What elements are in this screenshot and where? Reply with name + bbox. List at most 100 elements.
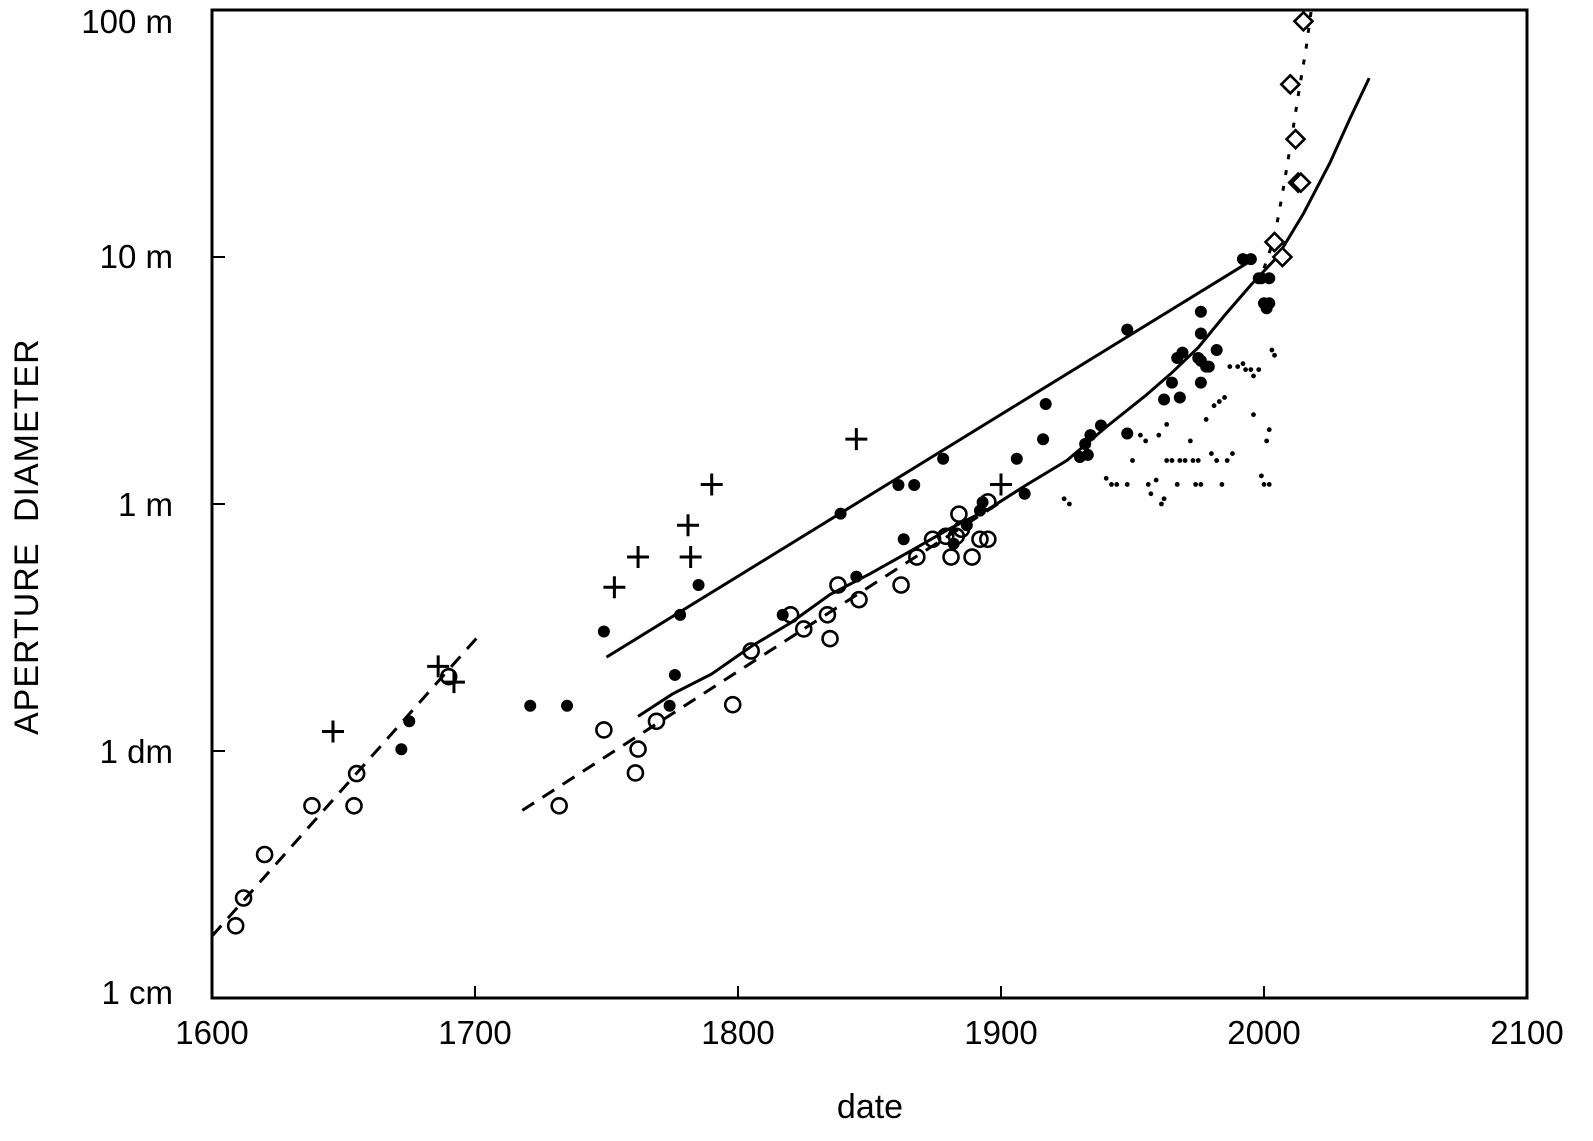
small-dot-marker [1248, 367, 1254, 373]
filled-circle-marker [395, 743, 408, 756]
small-dot-marker [1256, 367, 1262, 373]
small-dot-marker [1198, 482, 1204, 487]
trend-line-dashed [521, 500, 1002, 812]
open-circle-marker [850, 590, 868, 609]
open-circle-marker [255, 845, 274, 864]
filled-circle-marker [1121, 427, 1134, 440]
small-dot-marker [1222, 395, 1227, 400]
filled-circle-marker [1210, 344, 1223, 357]
x-tick-label-1600: 1600 [175, 1014, 249, 1051]
open-circle-marker [345, 796, 363, 815]
filled-circle-marker [1018, 487, 1031, 500]
open-circle-marker [908, 548, 926, 566]
filled-circle-marker [524, 699, 537, 712]
small-dot-marker [1211, 403, 1217, 409]
small-dot-marker [1195, 458, 1201, 463]
open-circle-marker [979, 530, 997, 549]
open-diamond-marker [1292, 10, 1315, 33]
plot-frame [210, 8, 1529, 1000]
open-circle-marker [821, 629, 839, 648]
small-dot-marker [1264, 438, 1270, 444]
small-dot-marker [1164, 422, 1170, 427]
axes-frame [210, 8, 1529, 1000]
filled-circle-marker [908, 478, 921, 491]
small-dot-marker [1182, 458, 1188, 463]
small-dot-marker [1251, 373, 1256, 379]
open-circle-marker [647, 712, 666, 731]
filled-circle-marker [1094, 419, 1107, 432]
open-circle-marker [742, 642, 760, 660]
y-tick-label-100m: 100 m [81, 3, 173, 40]
small-dot-marker [1190, 458, 1196, 463]
y-axis-title: APERTURE DIAMETER [8, 338, 46, 735]
x-tick-label-2100: 2100 [1490, 1014, 1564, 1051]
trend-line-solid [637, 77, 1371, 718]
filled-circle-marker [668, 668, 681, 681]
small-dot-marker [1109, 482, 1114, 487]
small-dot-marker [1219, 482, 1225, 487]
open-circle-marker [818, 605, 837, 624]
small-dot-marker [1187, 438, 1193, 444]
filled-circle-marker [561, 699, 574, 712]
small-dot-marker [1269, 347, 1275, 353]
x-tick-label-2000: 2000 [1227, 1014, 1301, 1051]
x-axis-title: date [836, 1088, 904, 1126]
small-dot-marker [1214, 458, 1220, 463]
filled-circle-marker [1194, 376, 1207, 389]
small-dot-marker [1103, 475, 1109, 481]
y-tick-label-10m: 10 m [99, 238, 173, 275]
filled-circle-marker [1202, 360, 1215, 373]
open-circle-marker [892, 576, 910, 594]
filled-circle-marker [937, 452, 950, 465]
small-dot-marker [1156, 432, 1162, 438]
y-tick-label-1dm: 1 dm [99, 733, 173, 770]
open-circle-marker [550, 796, 568, 815]
small-dot-marker [1061, 496, 1067, 502]
open-diamond-marker [1271, 246, 1294, 268]
open-circle-marker [971, 530, 989, 549]
open-circle-marker [723, 695, 742, 714]
open-diamond-marker [1263, 231, 1286, 253]
small-dot-marker [1148, 491, 1154, 497]
filled-circle-marker [1079, 437, 1092, 450]
open-circle-marker [234, 889, 253, 907]
small-dot-marker [1258, 473, 1264, 479]
small-dot-marker [1164, 458, 1170, 463]
filled-circle-marker [897, 533, 910, 546]
filled-circle-marker [1173, 391, 1186, 404]
small-dot-marker [1153, 477, 1159, 483]
small-dot-marker [1235, 364, 1241, 369]
filled-circle-marker [692, 579, 705, 592]
filled-circle-marker [1194, 327, 1207, 340]
small-dot-marker [1266, 427, 1272, 433]
trend-line-solid [605, 257, 1255, 659]
open-circle-marker [794, 620, 813, 638]
filled-circle-marker [1244, 253, 1257, 266]
plus-marker [603, 576, 626, 599]
trend-line-dashed [210, 633, 482, 938]
open-circle-marker [303, 796, 321, 815]
small-dot-marker [1272, 352, 1277, 358]
open-circle-marker [226, 917, 245, 935]
open-circle-marker [629, 740, 647, 758]
small-dot-marker [1066, 501, 1072, 507]
filled-circle-marker [1194, 305, 1207, 318]
x-tick-label-1800: 1800 [701, 1014, 775, 1051]
plus-marker [679, 546, 702, 569]
small-dot-marker [1216, 399, 1222, 404]
plus-marker [442, 671, 465, 694]
filled-circle-marker [892, 478, 905, 491]
small-dot-marker [1114, 482, 1120, 487]
small-dot-marker [1224, 458, 1230, 463]
small-dot-marker [1243, 367, 1248, 373]
open-diamond-marker [1279, 73, 1302, 96]
plus-marker [990, 473, 1012, 496]
filled-circle-marker [1037, 433, 1050, 446]
x-tick-label-1700: 1700 [438, 1014, 512, 1051]
open-circle-marker [950, 505, 968, 523]
filled-circle-marker [947, 537, 960, 550]
small-dot-marker [1130, 458, 1135, 463]
filled-circle-marker [663, 699, 676, 712]
small-dot-marker [1203, 417, 1209, 422]
small-dot-marker [1159, 501, 1164, 507]
